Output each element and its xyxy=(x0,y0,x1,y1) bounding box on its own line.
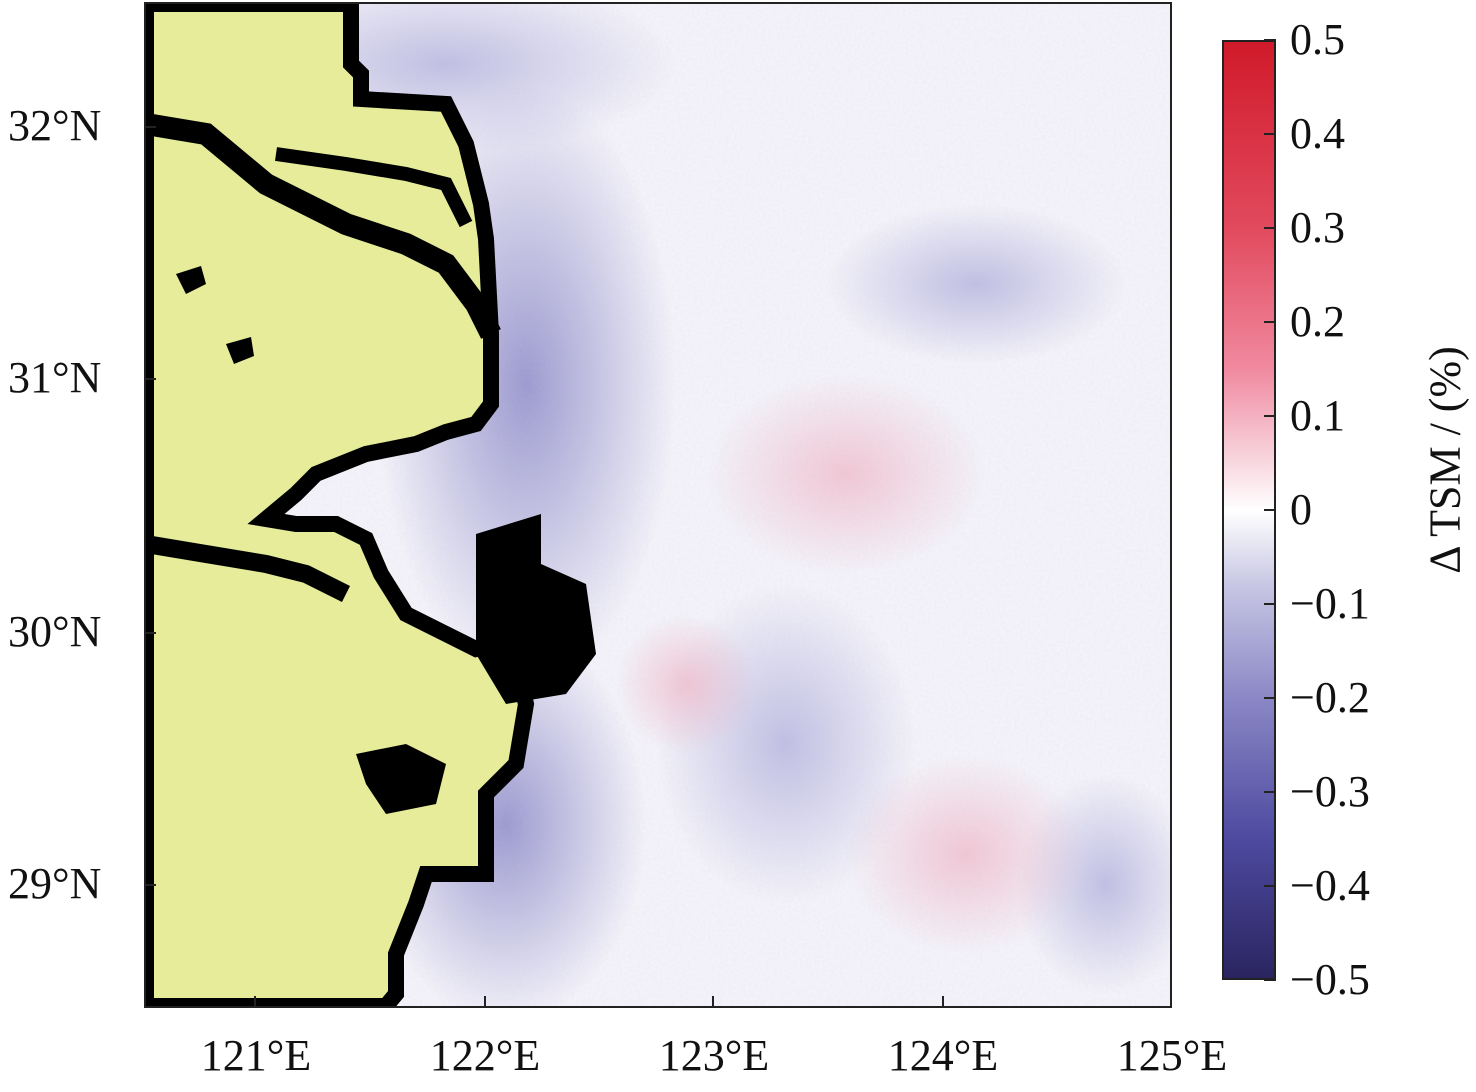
colorbar-title: Δ TSM / (%) xyxy=(1420,346,1470,574)
lon-label-121e: 121°E xyxy=(200,1031,312,1080)
island-chain xyxy=(476,514,596,704)
colorbar-tick-label: 0.4 xyxy=(1290,109,1345,158)
colorbar-tick-label: 0.2 xyxy=(1290,297,1345,346)
lon-label-123e: 123°E xyxy=(658,1031,770,1080)
colorbar-tick-mark xyxy=(1264,603,1276,605)
colorbar-tick-label: 0.1 xyxy=(1290,391,1345,440)
lon-label-124e: 124°E xyxy=(887,1031,999,1080)
lon-label-122e: 122°E xyxy=(429,1031,541,1080)
colorbar-tick-mark xyxy=(1264,697,1276,699)
tsm-difference-map xyxy=(146,4,1170,1006)
lat-tick xyxy=(144,884,156,886)
colorbar-tick-mark xyxy=(1264,415,1276,417)
colorbar-tick-mark xyxy=(1264,885,1276,887)
colorbar-tick-label: −0.2 xyxy=(1290,673,1370,722)
southern-coast-islands xyxy=(356,744,446,814)
lat-tick xyxy=(144,378,156,380)
lon-tick xyxy=(484,996,486,1008)
lat-label-29n: 29°N xyxy=(8,859,102,908)
lat-label-32n: 32°N xyxy=(8,101,102,150)
lat-label-31n: 31°N xyxy=(8,353,102,402)
lat-label-30n: 30°N xyxy=(8,607,102,656)
colorbar-tick-label: −0.1 xyxy=(1290,579,1370,628)
colorbar-tick-mark xyxy=(1264,509,1276,511)
colorbar-tick-mark xyxy=(1264,227,1276,229)
colorbar-tick-mark xyxy=(1264,321,1276,323)
lat-tick xyxy=(144,632,156,634)
island xyxy=(176,266,206,294)
lon-tick xyxy=(254,996,256,1008)
lon-tick xyxy=(942,996,944,1008)
yangtze-channel xyxy=(146,113,501,339)
lat-tick xyxy=(144,126,156,128)
yangtze-channel-north xyxy=(275,147,473,228)
colorbar-tick-label: 0.3 xyxy=(1290,203,1345,252)
colorbar-tick-label: −0.4 xyxy=(1290,861,1370,910)
map-panel xyxy=(144,2,1172,1008)
hangzhou-bay-channel xyxy=(146,535,351,603)
colorbar-tick-label: 0.5 xyxy=(1290,15,1345,64)
lon-label-125e: 125°E xyxy=(1116,1031,1228,1080)
island xyxy=(226,337,254,364)
colorbar-tick-mark xyxy=(1264,133,1276,135)
colorbar-tick-label: 0 xyxy=(1290,485,1312,534)
colorbar-tick-label: −0.3 xyxy=(1290,767,1370,816)
colorbar-tick-mark xyxy=(1264,39,1276,41)
colorbar-tick-mark xyxy=(1264,979,1276,981)
colorbar-tick-label: −0.5 xyxy=(1290,955,1370,1004)
colorbar-tick-mark xyxy=(1264,791,1276,793)
lon-tick xyxy=(712,996,714,1008)
